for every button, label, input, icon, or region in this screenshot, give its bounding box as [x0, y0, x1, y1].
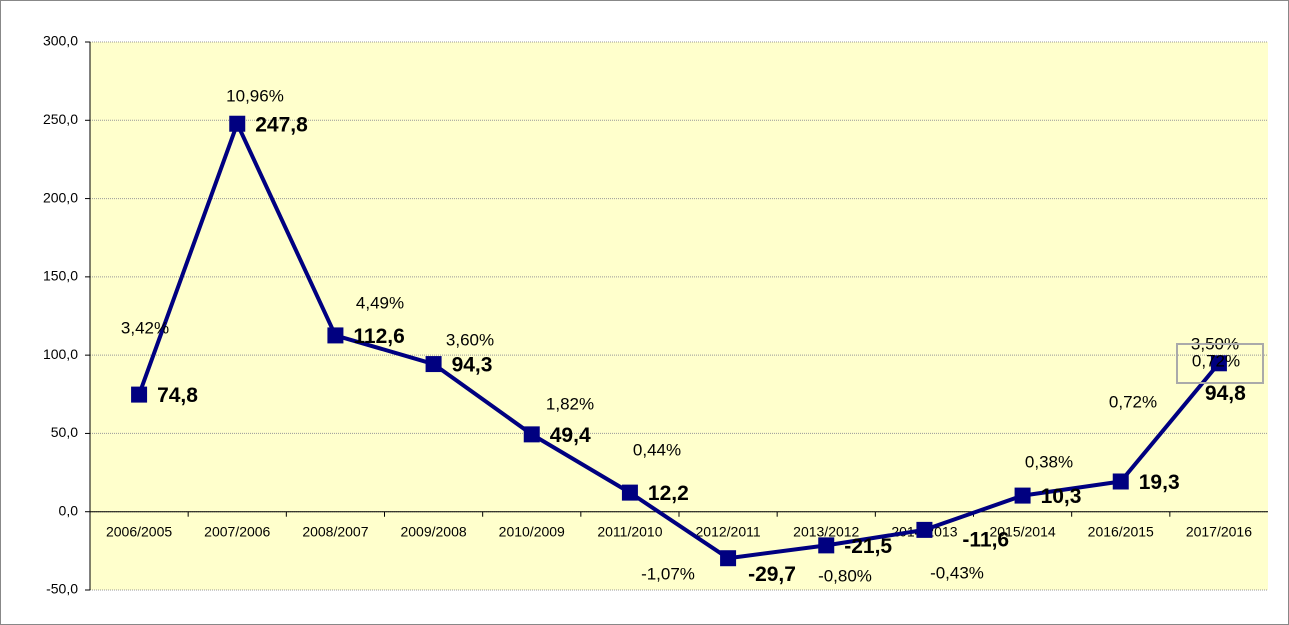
line: [137, 121, 1221, 561]
annotation-box: [1176, 343, 1264, 384]
marker: [327, 327, 344, 344]
data-label: 10,3: [1041, 485, 1082, 508]
y-tick-label: 50,0: [51, 424, 78, 440]
x-tick-label: 2009/2008: [400, 523, 466, 539]
plot-area: [90, 42, 1268, 590]
x-tick-label: 2012/2011: [696, 523, 761, 539]
x-tick-label: 2015/2014: [989, 523, 1055, 539]
marker: [818, 537, 835, 554]
x-tick-label: 2017/2016: [1186, 523, 1252, 539]
y-tick-label: -50,0: [46, 581, 78, 597]
percent-label: 3,60%: [446, 330, 494, 349]
percent-label: 3,42%: [121, 318, 169, 337]
marker: [720, 550, 737, 567]
data-label: -29,7: [748, 563, 796, 586]
percent-label: -0,80%: [818, 566, 872, 585]
percent-label: 0,44%: [633, 440, 681, 459]
data-label: 94,3: [452, 354, 493, 377]
data-label: 12,2: [648, 482, 689, 505]
data-label: -11,6: [962, 528, 1009, 551]
data-label: 19,3: [1139, 471, 1180, 494]
y-tick-label: 200,0: [43, 189, 78, 205]
marker: [523, 426, 540, 443]
percent-label: 0,38%: [1025, 452, 1073, 471]
annotation: 0,72%: [1192, 351, 1240, 370]
percent-label: -0,43%: [930, 563, 984, 582]
y-tick-label: 250,0: [43, 111, 78, 127]
marker: [916, 521, 933, 538]
percent-label: 10,96%: [226, 86, 284, 105]
data-label: 112,6: [353, 325, 404, 348]
x-tick-label: 2016/2015: [1088, 523, 1154, 539]
y-tick-label: 100,0: [43, 346, 78, 362]
x-tick-label: 2008/2007: [302, 523, 368, 539]
data-label: 94,8: [1205, 382, 1246, 405]
data-label: -21,5: [844, 535, 892, 558]
x-tick-label: 2011/2010: [597, 523, 662, 539]
x-tick-label: 2010/2009: [499, 523, 565, 539]
percent-label: 4,49%: [356, 293, 404, 312]
y-tick-label: 150,0: [43, 268, 78, 284]
percent-label: 0,72%: [1109, 392, 1157, 411]
marker: [1014, 487, 1031, 504]
marker: [131, 386, 148, 403]
x-tick-label: 2006/2005: [106, 523, 172, 539]
marker: [1112, 473, 1129, 490]
x-tick-label: 2013/2012: [793, 523, 859, 539]
data-label: 49,4: [550, 424, 591, 447]
marker: [425, 356, 442, 373]
marker: [1210, 355, 1227, 372]
y-tick-label: 0,0: [59, 502, 79, 518]
percent-label: -1,07%: [641, 564, 695, 583]
marker: [621, 484, 638, 501]
data-label: 247,8: [255, 113, 308, 136]
x-tick-label: 2007/2006: [204, 523, 270, 539]
marker: [229, 115, 246, 132]
y-tick-label: 300,0: [43, 33, 78, 49]
data-label: 74,8: [157, 384, 198, 407]
percent-label: 1,82%: [546, 394, 594, 413]
